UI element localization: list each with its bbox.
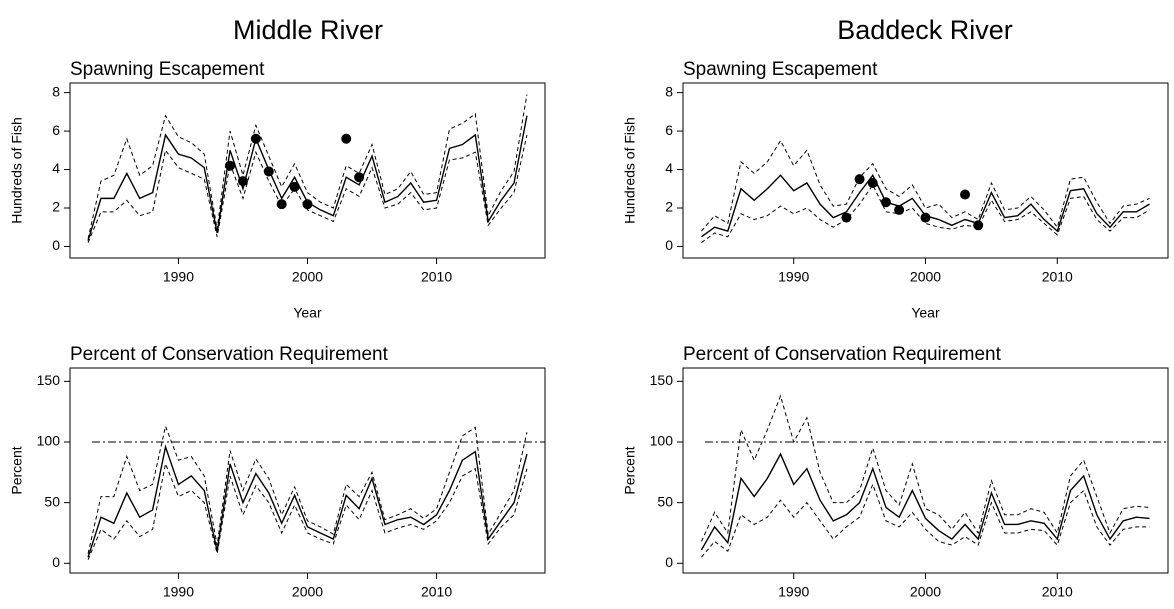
x-tick-label: 2000 <box>910 269 941 285</box>
estimate-line <box>87 115 528 241</box>
y-tick-label: 2 <box>52 199 60 215</box>
estimate-line <box>87 444 528 558</box>
x-tick-label: 1990 <box>163 584 194 600</box>
observed-point <box>250 133 261 144</box>
observed-point <box>237 176 248 187</box>
y-axis-label: Hundreds of Fish <box>9 117 25 224</box>
x-tick-label: 2010 <box>1042 584 1073 600</box>
bound-line <box>87 462 528 560</box>
y-axis-label: Hundreds of Fish <box>622 117 638 224</box>
bound-line <box>701 483 1150 558</box>
observed-point <box>880 197 891 208</box>
panel-title: Spawning Escapement <box>683 59 878 80</box>
x-tick-label: 2010 <box>421 269 452 285</box>
y-tick-label: 4 <box>52 160 60 176</box>
observed-point <box>920 212 931 223</box>
observed-point <box>276 199 287 210</box>
panel-title: Percent of Conservation Requirement <box>683 344 1002 365</box>
estimate-line <box>700 452 1150 551</box>
x-tick-label: 2010 <box>421 584 452 600</box>
observed-point <box>960 189 971 200</box>
plot-frame <box>69 82 546 259</box>
y-tick-label: 8 <box>52 83 60 99</box>
y-tick-label: 0 <box>665 554 673 570</box>
observed-point <box>854 174 865 185</box>
x-tick-label: 1990 <box>163 269 194 285</box>
y-tick-label: 50 <box>44 493 60 509</box>
observed-point <box>263 166 274 177</box>
estimate-line <box>701 173 1150 238</box>
observed-point <box>289 181 300 192</box>
x-tick-label: 1990 <box>778 584 809 600</box>
bound-line <box>700 394 1150 542</box>
x-axis-label: Year <box>911 305 940 321</box>
observed-point <box>225 160 236 171</box>
x-tick-label: 2000 <box>292 269 323 285</box>
x-tick-label: 2000 <box>910 584 941 600</box>
plot-frame <box>682 82 1169 259</box>
y-tick-label: 6 <box>52 122 60 138</box>
bound-line <box>87 134 528 243</box>
observed-point <box>302 199 313 210</box>
panel-title: Spawning Escapement <box>70 59 265 80</box>
plot-frame <box>69 367 546 574</box>
y-tick-label: 0 <box>52 237 60 253</box>
y-tick-label: 150 <box>37 372 61 388</box>
y-tick-label: 8 <box>665 83 673 99</box>
x-tick-label: 1990 <box>778 269 809 285</box>
y-tick-label: 6 <box>665 122 673 138</box>
column-title: Middle River <box>233 15 383 45</box>
y-axis-label: Percent <box>9 446 25 494</box>
observed-point <box>867 178 878 188</box>
y-tick-label: 50 <box>657 493 673 509</box>
panel-title: Percent of Conservation Requirement <box>70 344 389 365</box>
y-tick-label: 0 <box>665 237 673 253</box>
y-tick-label: 2 <box>665 199 673 215</box>
observed-point <box>973 220 984 231</box>
bound-line <box>87 424 528 554</box>
observed-point <box>894 204 905 215</box>
y-tick-label: 4 <box>665 160 673 176</box>
bound-line <box>87 94 528 239</box>
observed-point <box>341 133 352 144</box>
column-title: Baddeck River <box>837 15 1013 45</box>
x-tick-label: 2000 <box>292 584 323 600</box>
plot-frame <box>682 367 1169 574</box>
observed-point <box>354 172 365 183</box>
x-tick-label: 2010 <box>1042 269 1073 285</box>
y-tick-label: 150 <box>650 372 674 388</box>
y-tick-label: 100 <box>650 433 674 449</box>
y-tick-label: 100 <box>37 433 61 449</box>
observed-point <box>841 212 852 223</box>
y-axis-label: Percent <box>622 446 638 494</box>
y-tick-label: 0 <box>52 554 60 570</box>
x-axis-label: Year <box>293 305 322 321</box>
bound-line <box>701 139 1150 232</box>
